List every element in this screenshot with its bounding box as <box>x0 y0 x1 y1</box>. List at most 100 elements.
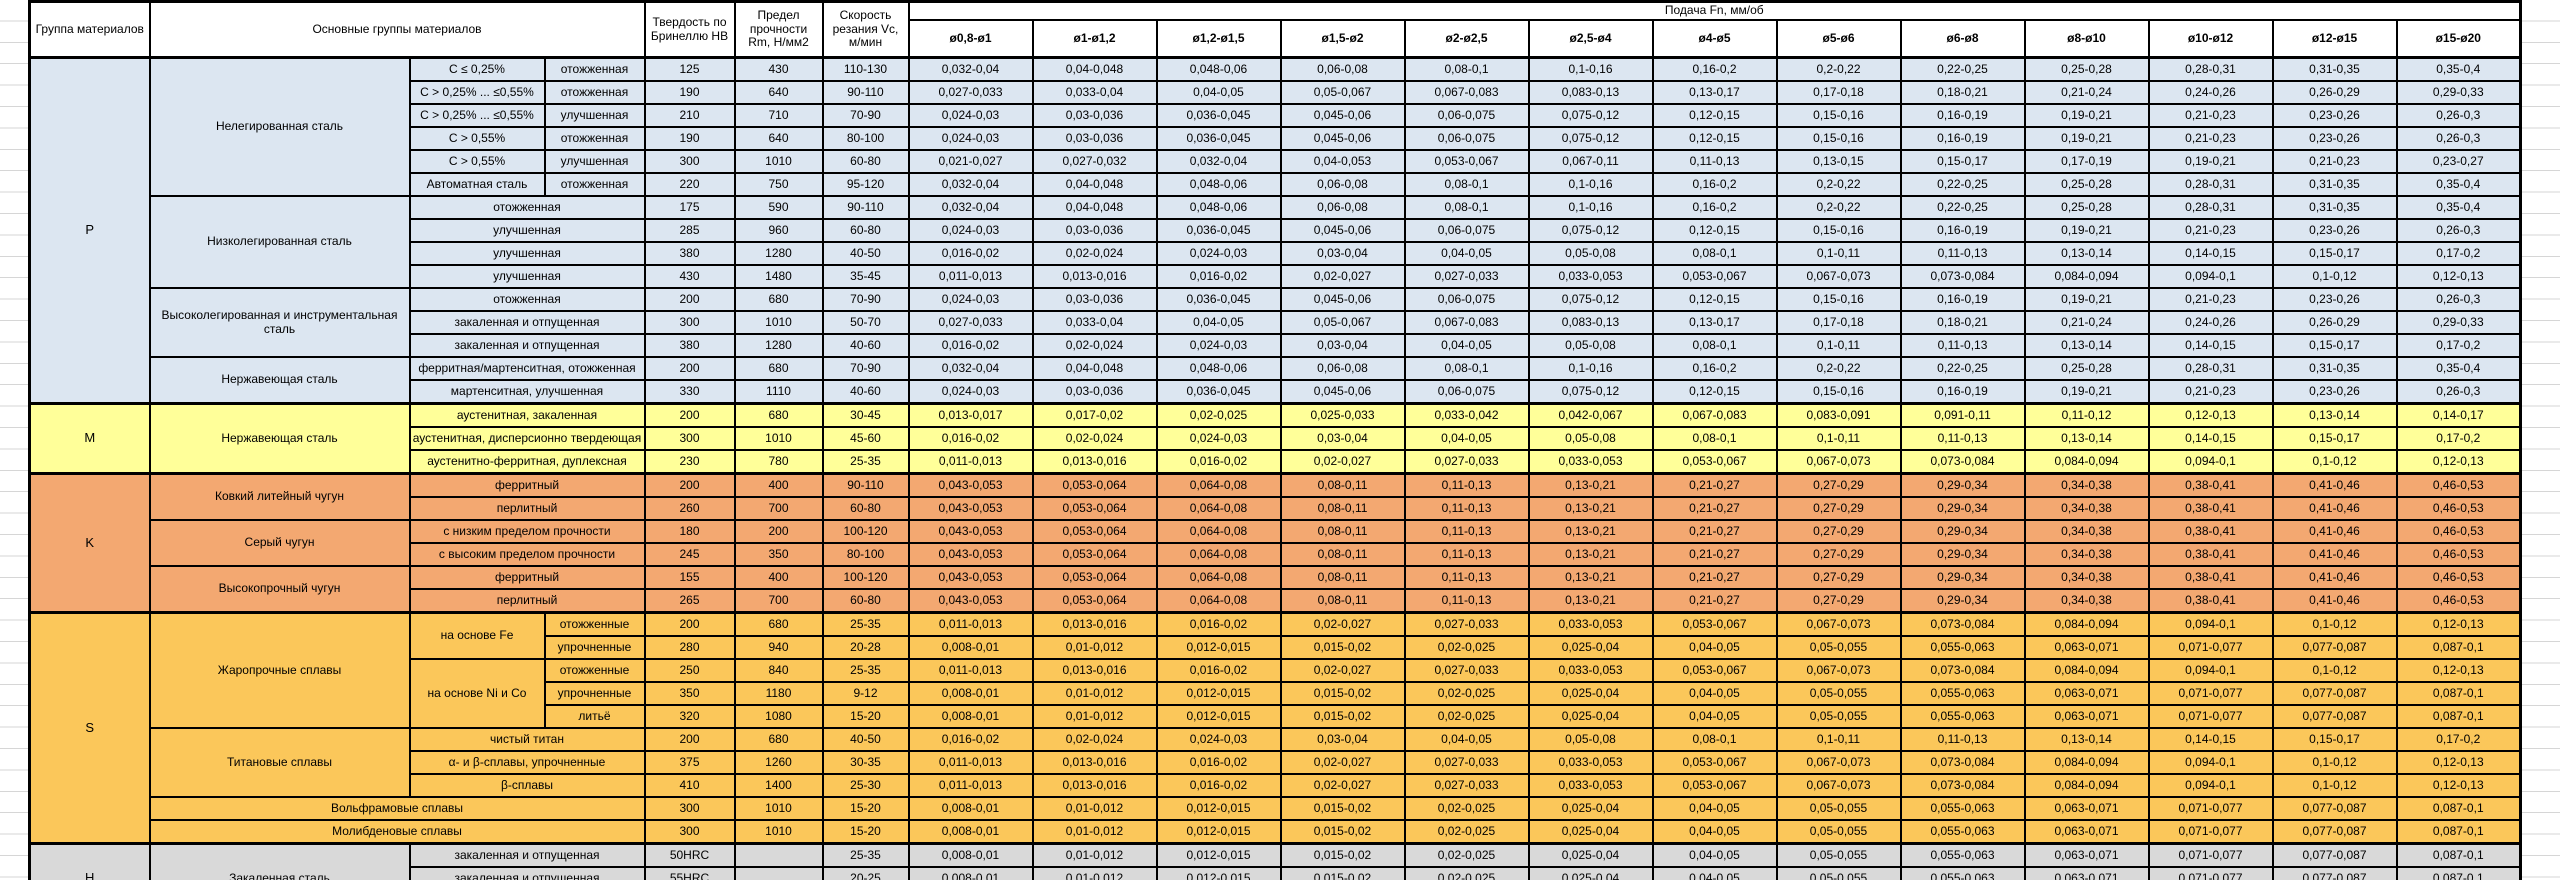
feed-value-cell-10[interactable]: 0,21-0,23 <box>2147 126 2274 151</box>
feed-value-cell-2[interactable]: 0,024-0,03 <box>1155 426 1282 451</box>
feed-value-cell-6[interactable]: 0,12-0,15 <box>1651 126 1778 151</box>
strength-cell[interactable]: 750 <box>733 172 824 197</box>
feed-value-cell-1[interactable]: 0,01-0,012 <box>1031 681 1158 706</box>
header-cutting-speed[interactable]: Скорость резания Vc, м/мин <box>821 0 910 59</box>
feed-value-cell-5[interactable]: 0,1-0,16 <box>1527 56 1654 82</box>
cutting-speed-cell[interactable]: 90-110 <box>821 472 910 498</box>
feed-value-cell-0[interactable]: 0,032-0,04 <box>907 356 1034 381</box>
feed-value-cell-5[interactable]: 0,033-0,053 <box>1527 750 1654 775</box>
material-family-cell[interactable]: Низколегированная сталь <box>148 195 411 289</box>
feed-value-cell-11[interactable]: 0,1-0,12 <box>2271 658 2398 683</box>
feed-value-cell-9[interactable]: 0,34-0,38 <box>2023 519 2150 544</box>
feed-value-cell-11[interactable]: 0,077-0,087 <box>2271 704 2398 729</box>
feed-value-cell-12[interactable]: 0,12-0,13 <box>2395 611 2522 637</box>
feed-value-cell-10[interactable]: 0,14-0,15 <box>2147 333 2274 358</box>
feed-value-cell-9[interactable]: 0,13-0,14 <box>2023 727 2150 752</box>
strength-cell[interactable]: 1280 <box>733 241 824 266</box>
strength-cell[interactable]: 700 <box>733 496 824 521</box>
feed-value-cell-11[interactable]: 0,41-0,46 <box>2271 496 2398 521</box>
feed-value-cell-2[interactable]: 0,016-0,02 <box>1155 611 1282 637</box>
feed-value-cell-7[interactable]: 0,27-0,29 <box>1775 519 1902 544</box>
material-state-cell[interactable]: литьё <box>543 704 646 729</box>
feed-value-cell-1[interactable]: 0,053-0,064 <box>1031 565 1158 590</box>
material-state-cell[interactable]: упрочненные <box>543 681 646 706</box>
feed-value-cell-3[interactable]: 0,03-0,04 <box>1279 727 1406 752</box>
feed-value-cell-9[interactable]: 0,34-0,38 <box>2023 542 2150 567</box>
feed-value-cell-0[interactable]: 0,008-0,01 <box>907 819 1034 845</box>
strength-cell[interactable]: 680 <box>733 611 824 637</box>
feed-value-cell-7[interactable]: 0,27-0,29 <box>1775 472 1902 498</box>
feed-value-cell-4[interactable]: 0,053-0,067 <box>1403 149 1530 174</box>
feed-value-cell-8[interactable]: 0,15-0,17 <box>1899 149 2026 174</box>
feed-value-cell-3[interactable]: 0,08-0,11 <box>1279 588 1406 614</box>
feed-value-cell-9[interactable]: 0,063-0,071 <box>2023 681 2150 706</box>
feed-value-cell-1[interactable]: 0,033-0,04 <box>1031 80 1158 105</box>
strength-cell[interactable]: 1010 <box>733 310 824 335</box>
strength-cell[interactable]: 1010 <box>733 796 824 821</box>
material-state-cell[interactable]: упрочненные <box>543 635 646 660</box>
hardness-cell[interactable]: 200 <box>643 727 736 752</box>
cutting-speed-cell[interactable]: 100-120 <box>821 565 910 590</box>
feed-value-cell-6[interactable]: 0,08-0,1 <box>1651 426 1778 451</box>
material-state-cell[interactable]: α- и β-сплавы, упрочненные <box>408 750 646 775</box>
feed-value-cell-2[interactable]: 0,02-0,025 <box>1155 402 1282 428</box>
feed-value-cell-11[interactable]: 0,15-0,17 <box>2271 426 2398 451</box>
header-feed-title[interactable]: Подача Fn, мм/об <box>907 0 2522 21</box>
feed-value-cell-3[interactable]: 0,08-0,11 <box>1279 542 1406 567</box>
feed-value-cell-4[interactable]: 0,02-0,025 <box>1403 635 1530 660</box>
feed-value-cell-6[interactable]: 0,04-0,05 <box>1651 819 1778 845</box>
feed-value-cell-2[interactable]: 0,064-0,08 <box>1155 472 1282 498</box>
feed-value-cell-11[interactable]: 0,077-0,087 <box>2271 796 2398 821</box>
feed-value-cell-4[interactable]: 0,02-0,025 <box>1403 796 1530 821</box>
strength-cell[interactable]: 1110 <box>733 379 824 405</box>
material-state-cell[interactable]: перлитный <box>408 496 646 521</box>
cutting-speed-cell[interactable]: 50-70 <box>821 310 910 335</box>
material-state-cell[interactable]: закаленная и отпущенная <box>408 866 646 880</box>
feed-value-cell-1[interactable]: 0,01-0,012 <box>1031 819 1158 845</box>
feed-value-cell-5[interactable]: 0,13-0,21 <box>1527 519 1654 544</box>
feed-value-cell-2[interactable]: 0,064-0,08 <box>1155 588 1282 614</box>
feed-value-cell-0[interactable]: 0,011-0,013 <box>907 658 1034 683</box>
strength-cell[interactable]: 940 <box>733 635 824 660</box>
strength-cell[interactable]: 350 <box>733 542 824 567</box>
feed-value-cell-1[interactable]: 0,013-0,016 <box>1031 750 1158 775</box>
feed-value-cell-4[interactable]: 0,11-0,13 <box>1403 519 1530 544</box>
feed-value-cell-12[interactable]: 0,14-0,17 <box>2395 402 2522 428</box>
feed-value-cell-4[interactable]: 0,04-0,05 <box>1403 426 1530 451</box>
feed-value-cell-11[interactable]: 0,15-0,17 <box>2271 333 2398 358</box>
cutting-speed-cell[interactable]: 40-60 <box>821 379 910 405</box>
cutting-speed-cell[interactable]: 15-20 <box>821 796 910 821</box>
feed-value-cell-11[interactable]: 0,1-0,12 <box>2271 449 2398 475</box>
feed-value-cell-2[interactable]: 0,036-0,045 <box>1155 103 1282 128</box>
feed-value-cell-8[interactable]: 0,29-0,34 <box>1899 588 2026 614</box>
feed-value-cell-7[interactable]: 0,1-0,11 <box>1775 333 1902 358</box>
feed-value-cell-6[interactable]: 0,12-0,15 <box>1651 103 1778 128</box>
feed-value-cell-9[interactable]: 0,19-0,21 <box>2023 103 2150 128</box>
feed-value-cell-8[interactable]: 0,22-0,25 <box>1899 56 2026 82</box>
material-state-cell[interactable]: улучшенная <box>408 264 646 289</box>
feed-value-cell-11[interactable]: 0,26-0,29 <box>2271 80 2398 105</box>
hardness-cell[interactable]: 50HRC <box>643 842 736 868</box>
feed-value-cell-8[interactable]: 0,16-0,19 <box>1899 218 2026 243</box>
material-state-cell[interactable]: улучшенная <box>408 241 646 266</box>
feed-value-cell-12[interactable]: 0,087-0,1 <box>2395 819 2522 845</box>
feed-value-cell-7[interactable]: 0,27-0,29 <box>1775 496 1902 521</box>
header-feed-col-2[interactable]: ø1,2-ø1,5 <box>1155 19 1282 59</box>
feed-value-cell-10[interactable]: 0,38-0,41 <box>2147 519 2274 544</box>
feed-value-cell-12[interactable]: 0,46-0,53 <box>2395 542 2522 567</box>
feed-value-cell-4[interactable]: 0,067-0,083 <box>1403 310 1530 335</box>
feed-value-cell-1[interactable]: 0,053-0,064 <box>1031 472 1158 498</box>
feed-value-cell-12[interactable]: 0,26-0,3 <box>2395 379 2522 405</box>
feed-value-cell-1[interactable]: 0,013-0,016 <box>1031 611 1158 637</box>
feed-value-cell-11[interactable]: 0,1-0,12 <box>2271 750 2398 775</box>
feed-value-cell-5[interactable]: 0,025-0,04 <box>1527 635 1654 660</box>
feed-value-cell-6[interactable]: 0,16-0,2 <box>1651 195 1778 220</box>
feed-value-cell-9[interactable]: 0,25-0,28 <box>2023 195 2150 220</box>
feed-value-cell-11[interactable]: 0,1-0,12 <box>2271 773 2398 798</box>
feed-value-cell-8[interactable]: 0,091-0,11 <box>1899 402 2026 428</box>
hardness-cell[interactable]: 200 <box>643 472 736 498</box>
feed-value-cell-7[interactable]: 0,2-0,22 <box>1775 56 1902 82</box>
header-feed-col-1[interactable]: ø1-ø1,2 <box>1031 19 1158 59</box>
header-feed-col-4[interactable]: ø2-ø2,5 <box>1403 19 1530 59</box>
feed-value-cell-4[interactable]: 0,06-0,075 <box>1403 103 1530 128</box>
